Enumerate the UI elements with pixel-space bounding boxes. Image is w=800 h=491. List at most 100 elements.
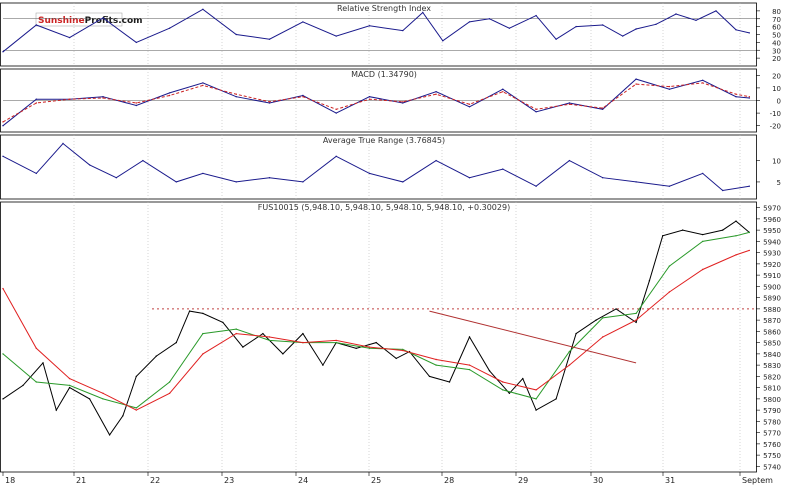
data-point <box>375 341 377 344</box>
data-point <box>635 28 637 30</box>
data-point <box>35 172 37 175</box>
logo-part1: Sunshine <box>38 16 85 26</box>
data-point <box>355 347 357 349</box>
data-point <box>335 155 337 157</box>
y-tick-label: 5740 <box>763 463 781 471</box>
data-point <box>188 310 191 312</box>
data-point <box>442 40 444 42</box>
data-point <box>135 409 137 411</box>
data-point <box>468 368 471 371</box>
data-point <box>602 317 604 319</box>
y-tick-label: 50 <box>772 32 781 40</box>
data-point <box>635 319 637 321</box>
y-tick-label: 5 <box>777 179 781 187</box>
data-point <box>268 102 271 104</box>
y-tick-label: 5910 <box>763 272 781 280</box>
data-point <box>435 358 437 361</box>
x-tick-label: 29 <box>518 476 528 485</box>
data-point <box>102 17 104 19</box>
data-point <box>402 29 404 32</box>
x-tick-label: 30 <box>593 476 603 485</box>
data-point <box>235 93 237 95</box>
y-tick-label: 5840 <box>763 351 781 359</box>
logo-part2: Profits.com <box>85 16 143 26</box>
panel-border <box>0 201 757 473</box>
data-point <box>668 88 671 90</box>
data-point <box>402 349 404 352</box>
logo-box <box>35 12 123 27</box>
data-point <box>448 381 451 383</box>
data-point <box>268 38 271 40</box>
data-point <box>202 332 204 335</box>
data-point <box>102 398 104 400</box>
series-line <box>2 82 750 123</box>
data-point <box>2 155 4 157</box>
data-point <box>735 235 737 237</box>
y-tick-label: 80 <box>772 8 781 16</box>
data-point <box>282 353 284 355</box>
data-point <box>702 268 704 271</box>
data-point <box>368 98 371 100</box>
data-point <box>748 185 750 187</box>
data-point <box>368 96 371 98</box>
data-point <box>635 312 637 315</box>
data-point <box>168 381 171 383</box>
panels: 20304050607080-20-1001020510574057505760… <box>0 2 781 485</box>
data-point <box>502 91 504 93</box>
data-point <box>615 308 617 310</box>
data-point <box>395 357 397 360</box>
data-point <box>35 98 37 100</box>
data-point <box>68 377 71 380</box>
data-point <box>535 14 537 17</box>
y-tick-label: 5930 <box>763 250 781 258</box>
x-tick-label: 21 <box>76 476 86 485</box>
data-point <box>168 92 171 94</box>
data-point <box>668 291 671 293</box>
data-point <box>602 177 604 179</box>
data-point <box>35 347 37 349</box>
data-point <box>168 392 171 394</box>
data-point <box>268 177 271 179</box>
data-point <box>368 346 371 348</box>
panel-2: 5 10 <box>0 134 781 200</box>
data-point <box>402 101 404 103</box>
data-point <box>502 168 504 170</box>
data-point <box>302 21 304 23</box>
data-point <box>235 328 237 330</box>
data-point <box>135 407 137 409</box>
data-point <box>135 375 137 378</box>
series-line <box>2 78 750 127</box>
data-point <box>662 235 664 237</box>
data-point <box>322 364 324 366</box>
data-point <box>68 98 71 100</box>
data-point <box>302 341 304 344</box>
data-point <box>242 346 244 348</box>
y-tick-label: 5900 <box>763 283 781 291</box>
y-tick-label: 5870 <box>763 317 781 325</box>
data-point <box>735 254 737 256</box>
data-point <box>702 172 704 175</box>
data-point <box>748 32 750 34</box>
data-point <box>22 384 24 387</box>
y-tick-label: 5780 <box>763 418 781 426</box>
data-point <box>468 106 471 108</box>
data-point <box>428 375 431 378</box>
data-point <box>302 332 304 335</box>
data-point <box>108 434 111 436</box>
data-point <box>202 172 204 175</box>
data-point <box>235 96 237 98</box>
y-tick-label: 5860 <box>763 328 781 336</box>
data-point <box>535 409 537 411</box>
data-point <box>535 111 537 113</box>
data-point <box>502 389 504 391</box>
data-point <box>568 102 571 104</box>
data-point <box>2 287 4 290</box>
data-point <box>568 103 571 106</box>
data-point <box>602 336 604 338</box>
data-point <box>302 181 304 183</box>
x-tick-label: 23 <box>224 476 234 485</box>
data-point <box>675 13 677 15</box>
rsi-title: Relative Strength Index <box>337 4 431 13</box>
